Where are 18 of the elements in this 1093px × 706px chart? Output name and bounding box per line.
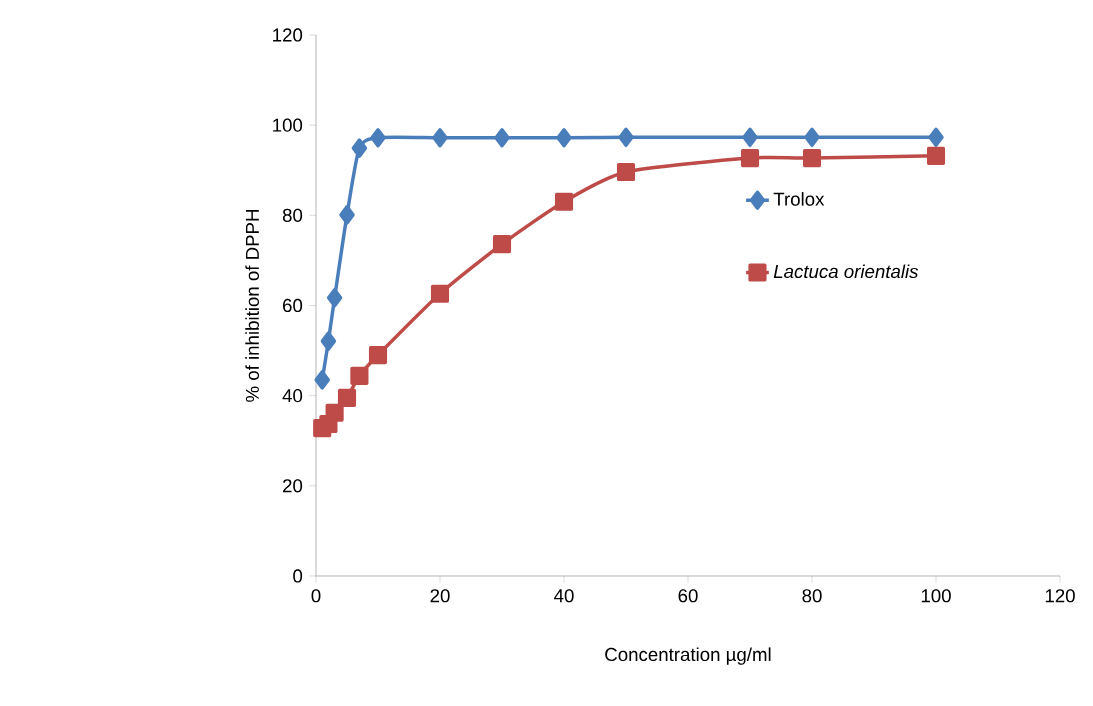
x-tick-label: 0 <box>311 589 321 603</box>
y-tick-label: 120 <box>273 28 303 42</box>
y-tick-label: 60 <box>283 298 303 313</box>
legend-label: Lactuca orientalis <box>773 264 919 279</box>
y-tick-label: 40 <box>282 389 303 403</box>
y-tick-label: 100 <box>273 118 303 132</box>
x-tick-label: 100 <box>921 589 951 603</box>
x-axis-title: Concentration µg/ml <box>605 647 771 665</box>
x-tick-label: 80 <box>802 589 822 603</box>
y-tick-label: 80 <box>282 208 303 222</box>
x-tick-label: 60 <box>678 589 698 603</box>
x-tick-label: 120 <box>1045 589 1075 603</box>
x-tick-label: 40 <box>554 589 574 603</box>
y-tick-label: 20 <box>283 479 303 493</box>
x-tick-label: 20 <box>430 589 450 603</box>
y-tick-label: 0 <box>293 569 303 583</box>
y-axis-title: % of inhibition of DPPH <box>245 210 259 402</box>
legend-label: Trolox <box>773 192 825 206</box>
